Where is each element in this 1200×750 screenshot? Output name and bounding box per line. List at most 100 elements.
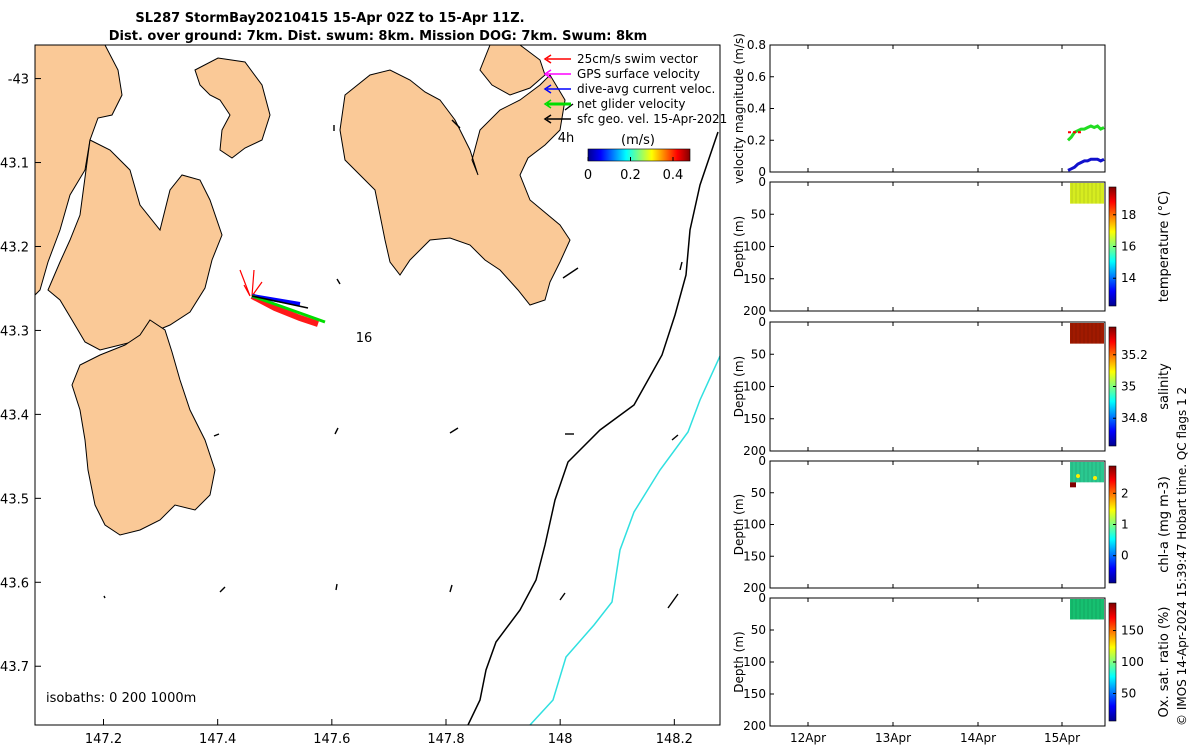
figure-title-line2: Dist. over ground: 7km. Dist. swum: 8km.… [109, 29, 647, 44]
map-frame [34, 44, 721, 726]
map-xtick-label: 148.2 [656, 732, 693, 747]
panel-colorbar-label: chl-a (mg m-3) [1157, 476, 1172, 573]
panel-ytick-label: 100 [743, 240, 766, 254]
isobaths-label: isobaths: 0 200 1000m [46, 691, 196, 706]
panel-colorbar-label: Ox. sat. ratio (%) [1157, 607, 1172, 718]
panel-frame [769, 181, 1106, 312]
panel-ylabel: Depth (m) [732, 631, 746, 692]
map-xtick-label: 148 [548, 732, 573, 747]
panel-frame [769, 597, 1106, 727]
panel-colorbar-tick-label: 0 [1121, 549, 1129, 563]
map-ytick-label: 43.3 [0, 324, 29, 339]
speed-colorbar: (m/s) 0 0.2 0.4 [584, 133, 691, 183]
map-ytick-label: 43.7 [0, 660, 29, 675]
panel-temperature: 0 50 100 150 200 Depth (m) 14 16 18 temperature (… [732, 175, 1172, 318]
data-cast-point [1076, 474, 1080, 478]
colorbar-tick-label: 0.2 [620, 168, 641, 183]
panel-ytick-label: 0.6 [747, 70, 766, 84]
map-ytick-label: 43.4 [0, 408, 29, 423]
land-north-center [194, 57, 271, 159]
panel-ytick-label: 50 [751, 486, 766, 500]
panel-colorbar-tick-label: 50 [1121, 686, 1136, 700]
land-peninsula-mid [47, 139, 223, 351]
sfc-geo-velocity-arrows [103, 103, 683, 609]
panel-colorbar-tick-label: 18 [1121, 208, 1136, 222]
legend-label: sfc geo. vel. 15-Apr-2021 [577, 112, 727, 126]
panel-ylabel: Depth (m) [732, 356, 746, 417]
panel-xaxis-labels: 12Apr 13Apr 14Apr 15Apr [790, 731, 1080, 745]
land-east-peninsula [339, 69, 571, 306]
panel-ytick-label: 0.2 [747, 133, 766, 147]
panel-xtick-label: 12Apr [790, 731, 826, 745]
panel-ylabel: Depth (m) [732, 216, 746, 277]
legend-item: dive-avg current veloc. [543, 82, 715, 96]
panel-ytick-label: 0 [758, 315, 766, 329]
panel-ytick-label: 0 [758, 591, 766, 605]
legend-arrowhead [543, 99, 552, 109]
legend-arrowhead [543, 69, 552, 79]
panel-ylabel: velocity magnitude (m/s) [732, 33, 746, 184]
map-ytick-label: 43.1 [0, 157, 29, 172]
panel-xtick-label: 13Apr [875, 731, 911, 745]
panel-colorbar-tick-label: 14 [1121, 271, 1136, 285]
legend-label: GPS surface velocity [577, 67, 700, 81]
panel-oxygen: 0 50 100 150 200 Depth (m) 50 100 150 Ox. sat. ra… [732, 591, 1172, 733]
colorbar-tick-label: 0.4 [663, 168, 684, 183]
map-ytick-label: 43.5 [0, 492, 29, 507]
colorbar-gradient [587, 148, 691, 162]
panel-ytick-label: 0.8 [747, 38, 766, 52]
legend-4h: 4h [558, 131, 575, 146]
legend-arrowhead [543, 84, 552, 94]
panel-frame [769, 460, 1106, 589]
panel-ytick-label: 100 [743, 518, 766, 532]
data-cast-block [1070, 599, 1104, 620]
isobath-1000m [529, 355, 720, 725]
glider-vectors [239, 269, 326, 327]
figure-title-line1: SL287 StormBay20210415 15-Apr 02Z to 15-… [135, 11, 524, 26]
panel-ytick-label: 100 [743, 380, 766, 394]
panel-ytick-label: 200 [743, 581, 766, 595]
legend-label: net glider velocity [577, 97, 685, 111]
panel-ytick-label: 0 [758, 165, 766, 179]
panel-ytick-label: 0 [758, 454, 766, 468]
panel-ytick-label: 50 [751, 347, 766, 361]
panel-ytick-label: 50 [751, 207, 766, 221]
data-cast-block [1070, 183, 1104, 204]
colorbar-tick-label: 0 [584, 168, 592, 183]
panel-colorbar-tick-label: 2 [1121, 486, 1129, 500]
colorbar-title: (m/s) [621, 133, 655, 148]
panel-ytick-label: 200 [743, 444, 766, 458]
legend-item: net glider velocity [543, 97, 685, 111]
panel-ytick-label: 150 [743, 412, 766, 426]
panel-ytick-label: 100 [743, 655, 766, 669]
panel-colorbar-tick-label: 100 [1121, 655, 1144, 669]
data-cast-point [1093, 476, 1097, 480]
panel-ytick-label: 0.4 [747, 102, 766, 116]
data-cast-bottom [1070, 482, 1076, 488]
panel-frame [769, 321, 1106, 452]
data-cast-block [1070, 462, 1104, 483]
data-cast-block [1070, 323, 1104, 344]
panel-colorbar-label: temperature (°C) [1157, 191, 1172, 303]
map-axes: 147.2 147.4 147.6 147.8 148 148.2 -43 43.1 43.2 4… [0, 44, 727, 747]
panel-xtick-label: 14Apr [960, 731, 996, 745]
panel-colorbar-tick-label: 35.2 [1121, 348, 1148, 362]
land-south-peninsula [71, 319, 216, 536]
panel-colorbar-tick-label: 150 [1121, 624, 1144, 638]
legend-item: GPS surface velocity [543, 67, 700, 81]
map-xtick-label: 147.4 [199, 732, 236, 747]
panel-ytick-label: 200 [743, 304, 766, 318]
panel-ytick-label: 0 [758, 175, 766, 189]
panel-ytick-label: 200 [743, 719, 766, 733]
panel-chla: 0 50 100 150 200 Depth (m) 0 1 2 chl-a (mg m-3) [732, 454, 1172, 595]
panel-ytick-label: 50 [751, 623, 766, 637]
map-ticks: 147.2 147.4 147.6 147.8 148 148.2 -43 43.1 43.2 4… [0, 73, 693, 747]
panel-colorbar-label: salinity [1157, 363, 1172, 410]
map-ytick-label: 43.2 [0, 240, 29, 255]
map-xtick-label: 147.6 [313, 732, 350, 747]
side-copyright-label: © IMOS 14-Apr-2024 15:39:47 Hobart time.… [1175, 387, 1189, 726]
panel-colorbar-tick-label: 1 [1121, 518, 1129, 532]
